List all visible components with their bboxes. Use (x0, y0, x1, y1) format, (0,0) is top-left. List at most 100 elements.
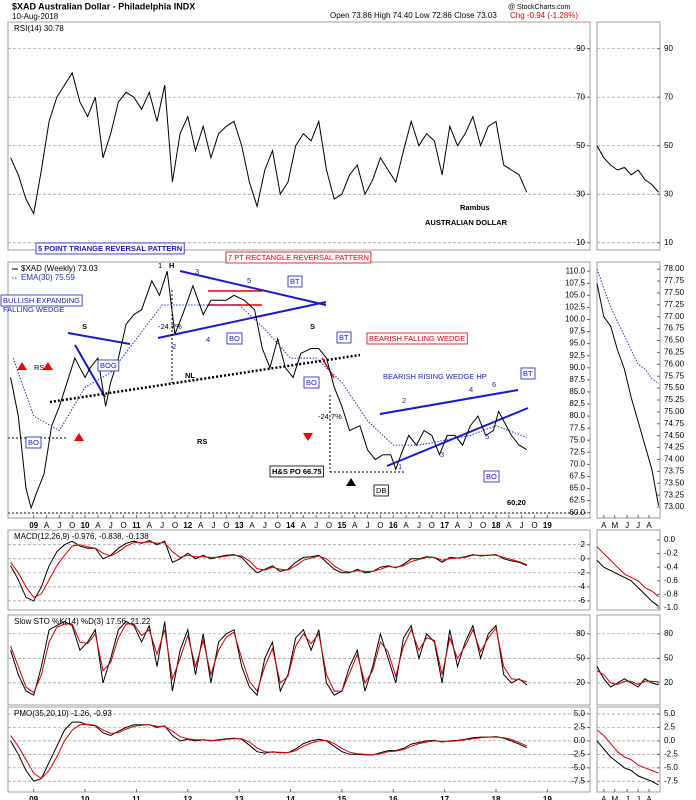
x-tick-label: 16 (389, 795, 398, 800)
y-tick-label: 77.5 (569, 423, 585, 432)
y-tick-label: -0.2 (664, 549, 678, 558)
panel-frame (596, 529, 661, 611)
x-tick-label: O (223, 521, 229, 530)
trendline (386, 407, 529, 467)
y-tick-label: 0 (581, 554, 586, 563)
arrow (346, 478, 356, 486)
y-tick-label: 50 (664, 653, 673, 662)
chart-title: $XAD Australian Dollar - Philadelphia IN… (12, 1, 195, 11)
y-tick-label: 95.0 (569, 339, 585, 348)
y-tick-label: -7.5 (664, 776, 678, 785)
panel-frame (7, 529, 591, 611)
y-tick-label: 74.25 (664, 443, 685, 452)
annotation: BEARISH RISING WEDGE HP (383, 372, 487, 381)
quote: Open 73.86 High 74.40 Low 72.86 Close 73… (330, 11, 497, 20)
y-tick-label: 30 (576, 189, 585, 198)
x-tick-label: O (429, 521, 435, 530)
y-tick-label: -0.6 (664, 576, 678, 585)
annotation: RS (34, 363, 44, 372)
y-tick-label: 73.75 (664, 466, 685, 475)
y-tick-label: 76.75 (664, 324, 685, 333)
y-tick-label: 90.0 (569, 363, 585, 372)
y-tick-label: 72.5 (569, 447, 585, 456)
y-tick-label: 85.0 (569, 387, 585, 396)
watermark: @ StockCharts.com (508, 4, 571, 11)
x-tick-label: A (506, 521, 512, 530)
y-tick-label: 70 (576, 92, 585, 101)
x-tick-label: J (520, 521, 524, 530)
y-tick-label: 80.0 (569, 411, 585, 420)
annotation-box (303, 376, 320, 389)
trendline (74, 344, 106, 398)
y-tick-label: 77.00 (664, 312, 685, 321)
y-tick-label: 5.0 (574, 709, 586, 718)
x-tick-label: J (625, 795, 629, 800)
x-tick-label: O (275, 521, 281, 530)
annotation: H&S PO 66.75 (272, 467, 322, 476)
x-tick-label: 17 (440, 795, 449, 800)
series-line (10, 623, 527, 694)
arrow (303, 433, 313, 441)
annotation: AUSTRALIAN DOLLAR (425, 218, 508, 227)
y-tick-label: 50 (576, 653, 585, 662)
panel-frame (7, 614, 591, 706)
y-tick-label: 100.0 (565, 315, 586, 324)
x-tick-label: O (480, 521, 486, 530)
x-tick-label: A (403, 521, 409, 530)
series-line (12, 304, 527, 446)
x-tick-label: A (198, 521, 204, 530)
legend-entry: EMA(30) 75.59 (21, 273, 75, 282)
annotation: 5 (485, 432, 489, 441)
arrow (74, 433, 84, 441)
y-tick-label: 74.00 (664, 455, 685, 464)
annotation-box (373, 484, 389, 497)
x-tick-label: O (377, 521, 383, 530)
x-tick-label: M (611, 521, 618, 530)
arrow (43, 362, 53, 370)
x-tick-label: 19 (543, 521, 552, 530)
x-tick-label: 17 (440, 521, 449, 530)
annotation-box (0, 294, 83, 307)
x-tick-label: 19 (543, 795, 552, 800)
y-tick-label: 70 (664, 92, 673, 101)
arrow (17, 362, 27, 370)
y-tick-label: 90 (576, 44, 585, 53)
y-tick-label: 0.0 (664, 736, 676, 745)
y-tick-label: 75.50 (664, 383, 685, 392)
trendline (379, 389, 519, 415)
series-line (596, 560, 659, 607)
series-line (596, 546, 659, 598)
annotation: BEARISH FALLING WEDGE (369, 334, 465, 343)
y-tick-label: 87.5 (569, 375, 585, 384)
annotation: Rambus (460, 203, 490, 212)
annotation-box (225, 251, 372, 264)
series-line (596, 268, 659, 385)
y-tick-label: -5.0 (664, 763, 678, 772)
x-tick-label: O (172, 521, 178, 530)
y-tick-label: -2.5 (571, 749, 585, 758)
y-tick-label: -2.5 (664, 749, 678, 758)
annotation-box (35, 242, 185, 255)
y-tick-label: -1.0 (664, 603, 678, 612)
annotation-box (269, 465, 325, 478)
panel-frame (7, 21, 591, 251)
x-tick-label: J (366, 521, 370, 530)
annotation: H (169, 261, 174, 270)
y-tick-label: -0.8 (664, 589, 678, 598)
x-tick-label: O (69, 521, 75, 530)
y-tick-label: 92.5 (569, 351, 585, 360)
trendline (321, 357, 335, 379)
x-tick-label: 18 (492, 795, 501, 800)
x-tick-label: J (160, 521, 164, 530)
x-tick-label: J (211, 521, 215, 530)
y-tick-label: 76.00 (664, 359, 685, 368)
y-tick-label: 60.0 (569, 508, 585, 517)
series-line (10, 271, 528, 510)
annotation: 4 (206, 335, 210, 344)
series-line (10, 71, 528, 216)
y-tick-label: -6 (578, 596, 586, 605)
y-tick-label: 74.50 (664, 431, 685, 440)
annotation: 5 (247, 276, 251, 285)
annotation-box (336, 331, 352, 344)
x-tick-label: 14 (286, 521, 295, 530)
